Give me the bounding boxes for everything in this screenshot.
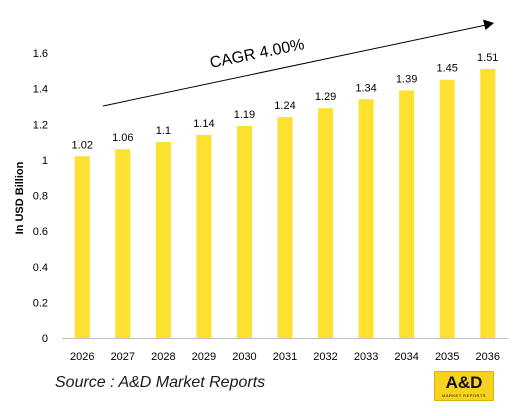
x-tick-label: 2029 (192, 351, 216, 363)
data-label: 1.19 (234, 109, 255, 121)
logo-wordmark: A&D (445, 373, 483, 392)
data-label: 1.39 (396, 73, 417, 85)
trend-arrow (102, 24, 487, 107)
x-tick-label: 2026 (70, 351, 94, 363)
company-logo: A&D MARKET REPORTS (434, 371, 494, 401)
y-tick-label: 1.2 (33, 119, 48, 131)
x-tick-label: 2028 (151, 351, 175, 363)
bar (480, 69, 496, 338)
y-tick-label: 0.8 (33, 191, 48, 203)
bar-series: 1.02 1.06 1.1 1.14 1.19 1.24 1.29 1.34 1.39 1.45 1… (72, 52, 498, 338)
data-label: 1.24 (274, 100, 295, 112)
bar (358, 99, 374, 338)
data-label: 1.29 (315, 91, 336, 103)
y-tick-label: 0.2 (33, 297, 48, 309)
bar (399, 90, 415, 338)
y-tick-label: 0.4 (33, 262, 48, 274)
bar (155, 142, 171, 338)
source-note: Source : A&D Market Reports (55, 374, 266, 391)
x-axis: 2026 2027 2028 2029 2030 2031 2032 2033 2034 2035… (70, 351, 500, 363)
y-axis: 0 0.2 0.4 0.6 0.8 1 1.2 1.4 1.6 (33, 48, 48, 345)
x-tick-label: 2030 (232, 351, 256, 363)
data-label: 1.51 (477, 52, 498, 64)
x-tick-label: 2031 (273, 351, 297, 363)
logo-tagline: MARKET REPORTS (442, 393, 486, 398)
bar (74, 156, 90, 338)
data-label: 1.45 (436, 63, 457, 75)
data-label: 1.34 (355, 82, 376, 94)
arrowhead-icon (483, 19, 494, 30)
x-tick-label: 2036 (475, 351, 499, 363)
y-axis-label: In USD Billion (14, 161, 26, 234)
data-label: 1.02 (72, 139, 93, 151)
bar (236, 126, 252, 338)
y-tick-label: 1 (42, 155, 48, 167)
x-tick-label: 2027 (111, 351, 135, 363)
bar (115, 149, 131, 338)
y-tick-label: 0 (42, 333, 48, 345)
x-tick-label: 2034 (394, 351, 418, 363)
bar (196, 134, 212, 338)
data-label: 1.06 (112, 132, 133, 144)
data-label: 1.14 (193, 118, 214, 130)
bar (318, 108, 334, 338)
bar (439, 79, 455, 338)
x-tick-label: 2033 (354, 351, 378, 363)
x-tick-label: 2032 (313, 351, 337, 363)
cagr-annotation: CAGR 4.00% (102, 19, 494, 107)
data-label: 1.1 (156, 125, 171, 137)
y-tick-label: 1.4 (33, 84, 48, 96)
y-tick-label: 0.6 (33, 226, 48, 238)
y-tick-label: 1.6 (33, 48, 48, 60)
x-tick-label: 2035 (435, 351, 459, 363)
bar (277, 117, 293, 338)
